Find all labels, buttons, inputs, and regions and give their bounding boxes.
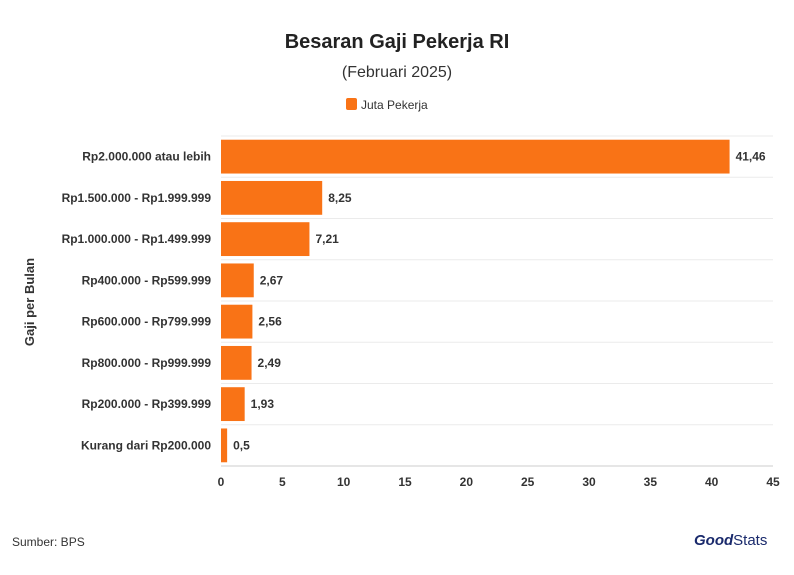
value-label: 7,21 [315,232,339,246]
x-tick-label: 15 [398,475,412,489]
value-label: 2,56 [258,315,282,329]
x-tick-label: 5 [279,475,286,489]
category-label: Rp1.000.000 - Rp1.499.999 [62,232,212,246]
bars [221,139,730,463]
bar [221,428,228,463]
x-tick-label: 10 [337,475,351,489]
bar [221,180,323,215]
goodstats-logo: GoodStats [694,532,767,549]
value-label: 41,46 [736,150,766,164]
bar [221,222,310,257]
category-label: Rp800.000 - Rp999.999 [82,356,212,370]
value-labels: 41,46 8,25 7,21 2,67 2,56 2,49 1,93 0,5 [233,150,766,453]
category-label: Rp1.500.000 - Rp1.999.999 [62,191,212,205]
value-label: 8,25 [328,191,352,205]
bar [221,139,730,174]
category-label: Rp400.000 - Rp599.999 [82,273,212,287]
bar [221,345,252,380]
chart-title: Besaran Gaji Pekerja RI [285,31,510,53]
bar [221,263,254,298]
legend-label: Juta Pekerja [361,98,428,112]
value-label: 0,5 [233,438,250,452]
x-tick-label: 25 [521,475,535,489]
x-tick-label: 40 [705,475,719,489]
bar [221,304,253,339]
logo-good: Good [694,532,734,549]
x-tick-label: 45 [766,475,780,489]
category-label: Rp200.000 - Rp399.999 [82,397,212,411]
source-note: Sumber: BPS [12,535,85,549]
logo-stats: Stats [733,532,768,549]
category-labels: Rp2.000.000 atau lebih Rp1.500.000 - Rp1.… [62,150,212,453]
value-label: 2,49 [258,356,282,370]
bar [221,387,245,422]
legend: Juta Pekerja [346,98,428,112]
x-tick-label: 30 [582,475,596,489]
chart-subtitle: (Februari 2025) [342,64,452,81]
x-tick-label: 20 [460,475,474,489]
category-label: Kurang dari Rp200.000 [81,438,211,452]
category-label: Rp2.000.000 atau lebih [82,150,211,164]
x-tick-label: 35 [644,475,658,489]
x-tick-label: 0 [218,475,225,489]
value-label: 1,93 [251,397,275,411]
y-axis-title: Gaji per Bulan [22,258,37,346]
category-label: Rp600.000 - Rp799.999 [82,315,212,329]
grid-lines [221,135,773,467]
value-label: 2,67 [260,273,284,287]
legend-swatch [346,98,357,110]
x-axis-ticks: 0 5 10 15 20 25 30 35 40 45 [218,475,780,489]
